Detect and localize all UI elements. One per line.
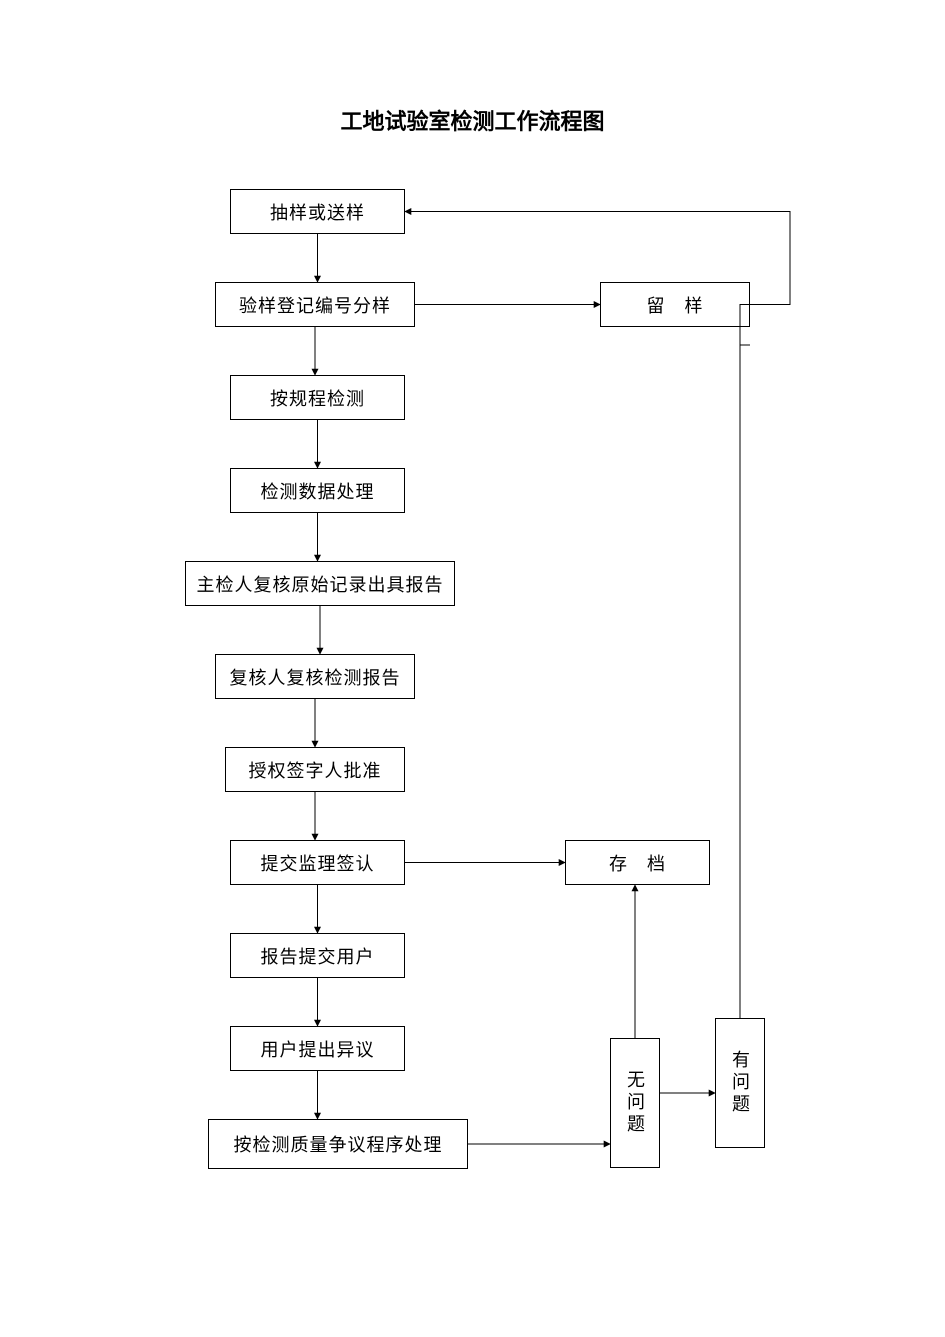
node-register: 验样登记编号分样	[215, 282, 415, 327]
node-data-process: 检测数据处理	[230, 468, 405, 513]
node-no-problem: 无问题	[610, 1038, 660, 1168]
node-approve: 授权签字人批准	[225, 747, 405, 792]
node-dispute-process: 按检测质量争议程序处理	[208, 1119, 468, 1169]
node-review-record: 主检人复核原始记录出具报告	[185, 561, 455, 606]
node-supervisor-sign: 提交监理签认	[230, 840, 405, 885]
node-deliver-user: 报告提交用户	[230, 933, 405, 978]
node-review-report: 复核人复核检测报告	[215, 654, 415, 699]
node-user-objection: 用户提出异议	[230, 1026, 405, 1071]
node-sampling: 抽样或送样	[230, 189, 405, 234]
flowchart-connectors	[0, 0, 945, 1337]
node-test: 按规程检测	[230, 375, 405, 420]
diagram-title: 工地试验室检测工作流程图	[0, 104, 945, 136]
node-retain-sample: 留 样	[600, 282, 750, 327]
node-archive: 存 档	[565, 840, 710, 885]
node-has-problem: 有问题	[715, 1018, 765, 1148]
